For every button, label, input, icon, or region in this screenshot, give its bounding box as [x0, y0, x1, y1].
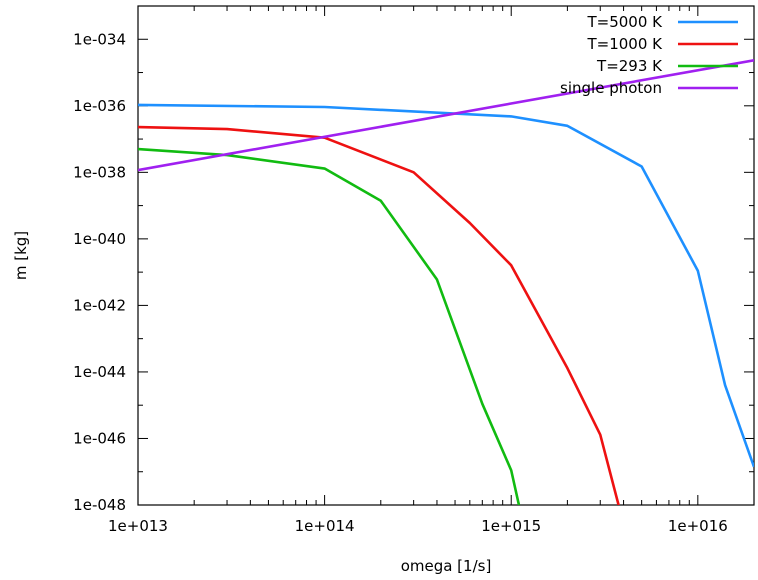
x-tick-label: 1e+014: [295, 517, 355, 535]
y-tick-label: 1e-040: [73, 230, 126, 248]
x-axis-title: omega [1/s]: [401, 557, 492, 575]
legend-label: single photon: [560, 79, 662, 97]
y-tick-label: 1e-046: [73, 429, 126, 447]
y-tick-label: 1e-036: [73, 97, 126, 115]
legend: T=5000 K T=1000 K T=293 K single photon: [560, 13, 738, 97]
series-line: [138, 147, 521, 505]
y-tick-label: 1e-034: [73, 30, 126, 48]
y-tick-label: 1e-038: [73, 163, 126, 181]
series-line: [138, 125, 620, 505]
plot-frame: [137, 5, 755, 506]
x-axis: 1e+013 1e+014 1e+015 1e+016: [108, 6, 728, 535]
series-line: [138, 103, 754, 468]
y-axis-title: m [kg]: [12, 231, 30, 280]
x-tick-label: 1e+013: [108, 517, 168, 535]
x-tick-label: 1e+016: [668, 517, 728, 535]
x-tick-label: 1e+015: [481, 517, 541, 535]
y-tick-label: 1e-042: [73, 296, 126, 314]
y-tick-label: 1e-048: [73, 496, 126, 514]
y-tick-label: 1e-044: [73, 363, 126, 381]
y-axis: 1e-034 1e-036 1e-038 1e-040 1e-042 1e-044 1e-0…: [73, 30, 754, 514]
legend-label: T=1000 K: [586, 35, 663, 53]
series-line: [138, 58, 754, 172]
series-layer: [138, 58, 754, 505]
minor-ticks: [138, 5, 754, 505]
legend-label: T=5000 K: [586, 13, 663, 31]
legend-label: T=293 K: [596, 57, 663, 75]
